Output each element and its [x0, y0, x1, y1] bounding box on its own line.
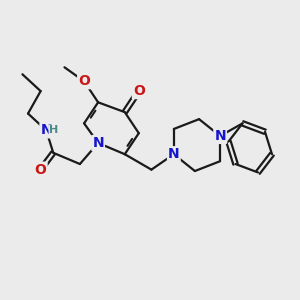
Text: N: N [168, 147, 180, 161]
Text: O: O [133, 84, 145, 98]
Text: N: N [40, 123, 52, 137]
Text: O: O [35, 163, 46, 177]
Text: O: O [78, 74, 90, 88]
Text: N: N [92, 136, 104, 150]
Text: N: N [214, 129, 226, 143]
Text: H: H [50, 125, 59, 135]
